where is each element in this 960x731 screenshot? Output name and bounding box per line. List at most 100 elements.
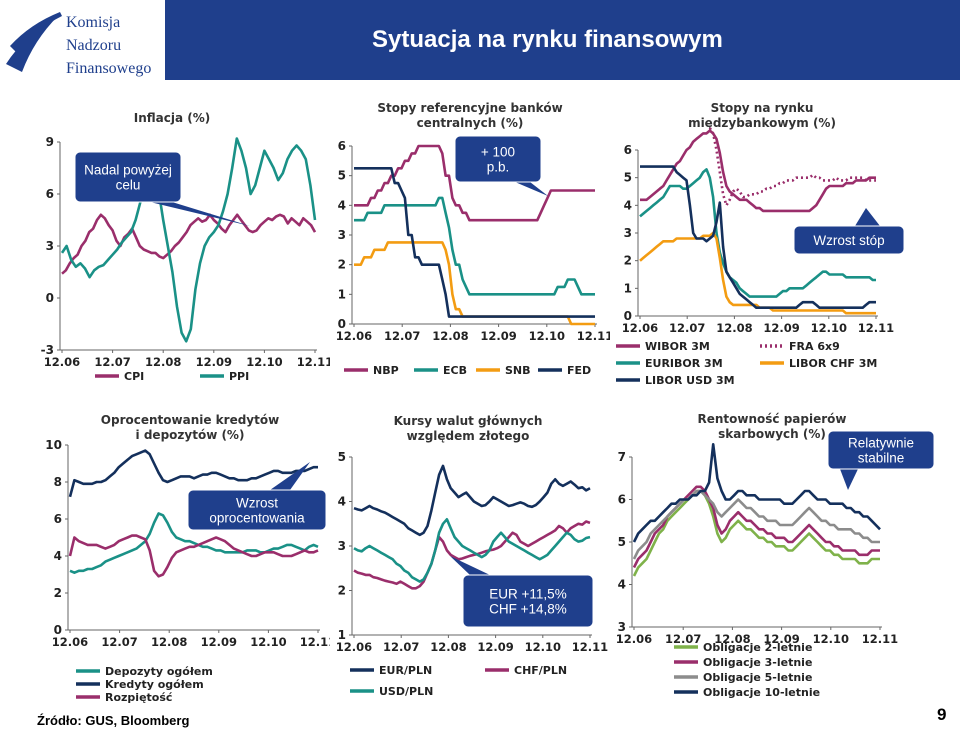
y-tick-label: 4 [618, 578, 626, 592]
x-tick-label: 12.06 [616, 632, 652, 646]
x-tick-label: 12.09 [477, 640, 513, 654]
chart-title: centralnych (%) [417, 116, 524, 130]
y-tick-label: 5 [338, 169, 346, 183]
y-tick-label: 4 [338, 495, 346, 509]
x-tick-label: 12.06 [336, 640, 372, 654]
chart-title: międzybankowym (%) [688, 116, 836, 130]
legend-label: WIBOR 3M [645, 340, 710, 353]
y-tick-label: 3 [46, 239, 54, 253]
x-tick-label: 12.09 [763, 321, 799, 335]
chart-title: Oprocentowanie kredytów [101, 413, 279, 427]
chart-title: Kursy walut głównych [394, 414, 543, 428]
header: Komisja Nadzoru Finansowego Sytuacja na … [0, 0, 960, 84]
y-tick-label: 8 [54, 475, 62, 489]
y-tick-label: 6 [54, 512, 62, 526]
page-number: 9 [937, 705, 947, 724]
x-tick-label: 12.08 [716, 321, 752, 335]
y-tick-label: 7 [618, 450, 626, 464]
series-line-fra-6x9 [708, 127, 876, 207]
legend-label: CPI [124, 370, 144, 383]
series-line-chf-pln [353, 520, 591, 590]
chart-title: Inflacja (%) [134, 111, 211, 125]
x-tick-label: 12.07 [384, 329, 420, 343]
x-tick-label: 12.06 [336, 329, 372, 343]
y-tick-label: 0 [338, 317, 346, 331]
x-tick-label: 12.08 [430, 640, 466, 654]
y-tick-label: 5 [624, 171, 632, 185]
legend-label: SNB [505, 364, 531, 377]
y-tick-label: 3 [618, 620, 626, 634]
series-line-wibor-3m [640, 129, 876, 213]
chart-title: skarbowych (%) [718, 427, 826, 441]
x-tick-label: 12.11 [297, 355, 330, 369]
series-line-depozyty-og-em [69, 512, 319, 574]
chart-title: i depozytów (%) [136, 428, 245, 442]
series-line-eur-pln [353, 464, 591, 537]
series-line-rozpi-to- [68, 534, 319, 578]
y-tick-label: 6 [338, 139, 346, 153]
series-line-obligacje-10-letnie [632, 443, 881, 543]
series-line-obligacje-2-letnie [632, 489, 880, 577]
x-tick-label: 12.08 [432, 329, 468, 343]
x-tick-label: 12.09 [763, 632, 799, 646]
legend-label: FED [567, 364, 591, 377]
legend-label: Rozpiętość [105, 691, 173, 704]
x-tick-label: 12.06 [622, 321, 658, 335]
legend-label: Obligacje 10-letnie [703, 686, 820, 699]
chart-inflation: Inflacja (%) -3 0 3 6 9 12.06 12.07 12.08 12.09 12… [0, 100, 334, 400]
y-tick-label: 9 [46, 135, 54, 149]
y-tick-label: 6 [618, 493, 626, 507]
y-tick-label: 2 [624, 254, 632, 268]
y-tick-label: 0 [46, 291, 54, 305]
x-tick-label: 12.10 [525, 640, 561, 654]
series-line-euribor-3m [639, 168, 876, 298]
y-tick-label: -3 [41, 343, 54, 357]
knf-emblem-icon [6, 12, 62, 72]
y-tick-label: 10 [45, 438, 62, 452]
y-tick-label: 1 [338, 287, 346, 301]
y-tick-label: 0 [624, 309, 632, 323]
legend-label: CHF/PLN [514, 664, 567, 677]
series-line-snb [354, 241, 595, 326]
legend-label: Depozyty ogółem [105, 665, 213, 678]
x-tick-label: 12.07 [94, 355, 130, 369]
chart-title: Stopy referencyjne banków [377, 101, 562, 115]
x-tick-label: 12.10 [813, 632, 849, 646]
y-tick-label: 3 [624, 226, 632, 240]
legend-label: Obligacje 5-letnie [703, 671, 812, 684]
y-tick-label: 4 [624, 198, 632, 212]
series-line-ppi [60, 137, 317, 343]
legend-label: LIBOR CHF 3M [789, 357, 877, 370]
x-tick-label: 12.11 [862, 632, 898, 646]
chart-interbank-rates: Stopy na rynku międzybankowym (%) 0 1 2 3 4 5 6 1… [610, 88, 900, 398]
source-note: Źródło: GUS, Bloomberg [37, 713, 190, 728]
x-tick-label: 12.11 [300, 635, 330, 649]
y-tick-label: 5 [618, 535, 626, 549]
series-line-kredyty-og-em [68, 449, 318, 498]
x-tick-label: 12.09 [480, 329, 516, 343]
series-line-obligacje-5-letnie [632, 489, 880, 560]
series-line-fed [354, 167, 595, 318]
x-tick-label: 12.10 [811, 321, 847, 335]
x-tick-label: 12.11 [572, 640, 608, 654]
legend-label: LIBOR USD 3M [645, 374, 735, 387]
x-tick-label: 12.06 [44, 355, 80, 369]
logo-line-3: Finansowego [66, 60, 152, 77]
legend-label: Obligacje 2-letnie [703, 641, 812, 654]
y-tick-label: 6 [624, 143, 632, 157]
legend-label: PPI [229, 370, 249, 383]
logo-line-1: Komisja [66, 14, 121, 31]
chart-title: Rentowność papierów [698, 412, 847, 426]
chart-central-bank-rates: Stopy referencyjne banków centralnych (%)… [330, 88, 613, 388]
chart-loan-deposit-rates: Oprocentowanie kredytów i depozytów (%) 0 2… [0, 405, 336, 710]
y-tick-label: 1 [624, 281, 632, 295]
x-tick-label: 12.08 [145, 355, 181, 369]
y-tick-label: 4 [54, 549, 62, 563]
x-tick-label: 12.10 [246, 355, 282, 369]
x-tick-label: 12.07 [383, 640, 419, 654]
